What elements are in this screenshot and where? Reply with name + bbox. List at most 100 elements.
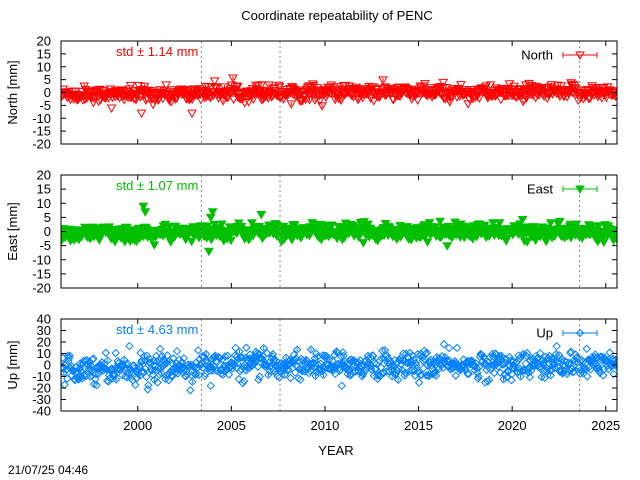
- data-point: [89, 354, 98, 363]
- data-point: [452, 343, 462, 353]
- legend: Up: [536, 326, 598, 341]
- data-point: [171, 94, 182, 104]
- data-point: [317, 366, 327, 376]
- data-point: [444, 343, 454, 353]
- data-point: [259, 343, 268, 353]
- data-point: [593, 361, 603, 371]
- data-point: [120, 364, 130, 374]
- data-point: [209, 77, 220, 86]
- data-point: [112, 375, 121, 384]
- data-point: [506, 356, 515, 365]
- data-point: [523, 365, 533, 375]
- data-point: [293, 86, 304, 96]
- data-point: [357, 93, 368, 103]
- data-point: [65, 351, 75, 360]
- data-point: [230, 359, 239, 369]
- data-point: [285, 360, 294, 370]
- data-point: [286, 373, 295, 383]
- data-point: [593, 353, 602, 362]
- data-point: [179, 354, 189, 363]
- data-point: [289, 350, 299, 359]
- outlier-point: [204, 247, 214, 257]
- data-point: [70, 376, 80, 385]
- data-point: [146, 87, 156, 96]
- data-point: [173, 369, 183, 378]
- legend-marker: [575, 51, 585, 61]
- data-point: [529, 358, 538, 368]
- std-annotation: std ± 1.07 mm: [116, 178, 198, 193]
- data-point: [202, 91, 213, 100]
- data-point: [233, 359, 242, 368]
- data-point: [280, 370, 289, 379]
- data-point: [377, 354, 386, 363]
- data-point: [206, 362, 215, 372]
- data-point: [77, 372, 86, 381]
- data-point: [169, 354, 178, 363]
- data-point: [171, 367, 181, 377]
- y-axis-label: East [mm]: [5, 202, 20, 261]
- data-point: [472, 363, 481, 373]
- data-point: [496, 368, 505, 377]
- data-point: [213, 94, 224, 103]
- data-point: [431, 367, 440, 377]
- data-point: [380, 359, 389, 368]
- data-point: [497, 351, 506, 361]
- data-point: [540, 373, 550, 382]
- data-point: [140, 352, 149, 361]
- data-point: [507, 376, 516, 385]
- data-point: [125, 341, 134, 351]
- data-point: [546, 81, 557, 90]
- data-point: [309, 358, 318, 367]
- y-tick-label: 10: [37, 346, 51, 361]
- data-point: [566, 347, 576, 356]
- data-point: [231, 343, 240, 353]
- x-tick-label: 2010: [310, 418, 339, 433]
- data-point: [376, 371, 385, 381]
- data-point: [101, 348, 111, 358]
- data-point: [326, 81, 337, 90]
- data-point: [319, 370, 328, 380]
- data-point: [131, 380, 140, 390]
- data-point: [435, 83, 446, 92]
- data-point: [292, 345, 302, 354]
- data-point: [406, 95, 417, 104]
- data-point: [544, 358, 553, 368]
- data-point: [582, 344, 591, 354]
- y-tick-label: 15: [37, 182, 51, 197]
- data-point: [451, 371, 460, 380]
- outlier-point: [256, 81, 267, 90]
- data-point: [471, 232, 482, 242]
- data-point: [442, 242, 453, 251]
- data-point: [406, 236, 417, 245]
- data-point: [225, 89, 236, 99]
- y-tick-label: -10: [32, 111, 51, 126]
- outlier-point: [206, 381, 215, 390]
- data-point: [294, 356, 304, 365]
- y-tick-label: -20: [32, 381, 51, 396]
- data-point: [409, 355, 418, 364]
- y-tick-label: -15: [32, 266, 51, 281]
- data-point: [275, 373, 284, 382]
- data-points: [61, 202, 617, 257]
- data-point: [252, 349, 262, 358]
- legend-label: East: [527, 182, 553, 197]
- data-point: [609, 369, 617, 379]
- data-point: [304, 96, 315, 105]
- data-point: [573, 96, 584, 106]
- data-point: [232, 83, 243, 92]
- data-point: [517, 215, 528, 225]
- data-point: [296, 375, 305, 384]
- data-point: [501, 354, 511, 364]
- legend-label: Up: [536, 326, 553, 341]
- data-point: [484, 375, 494, 384]
- x-axis-label: YEAR: [318, 443, 353, 458]
- data-point: [504, 80, 515, 89]
- y-tick-label: 20: [37, 335, 51, 350]
- y-tick-label: 20: [37, 168, 51, 183]
- data-point: [103, 356, 113, 365]
- data-point: [238, 378, 247, 388]
- data-point: [420, 80, 430, 89]
- outlier-point: [136, 109, 147, 119]
